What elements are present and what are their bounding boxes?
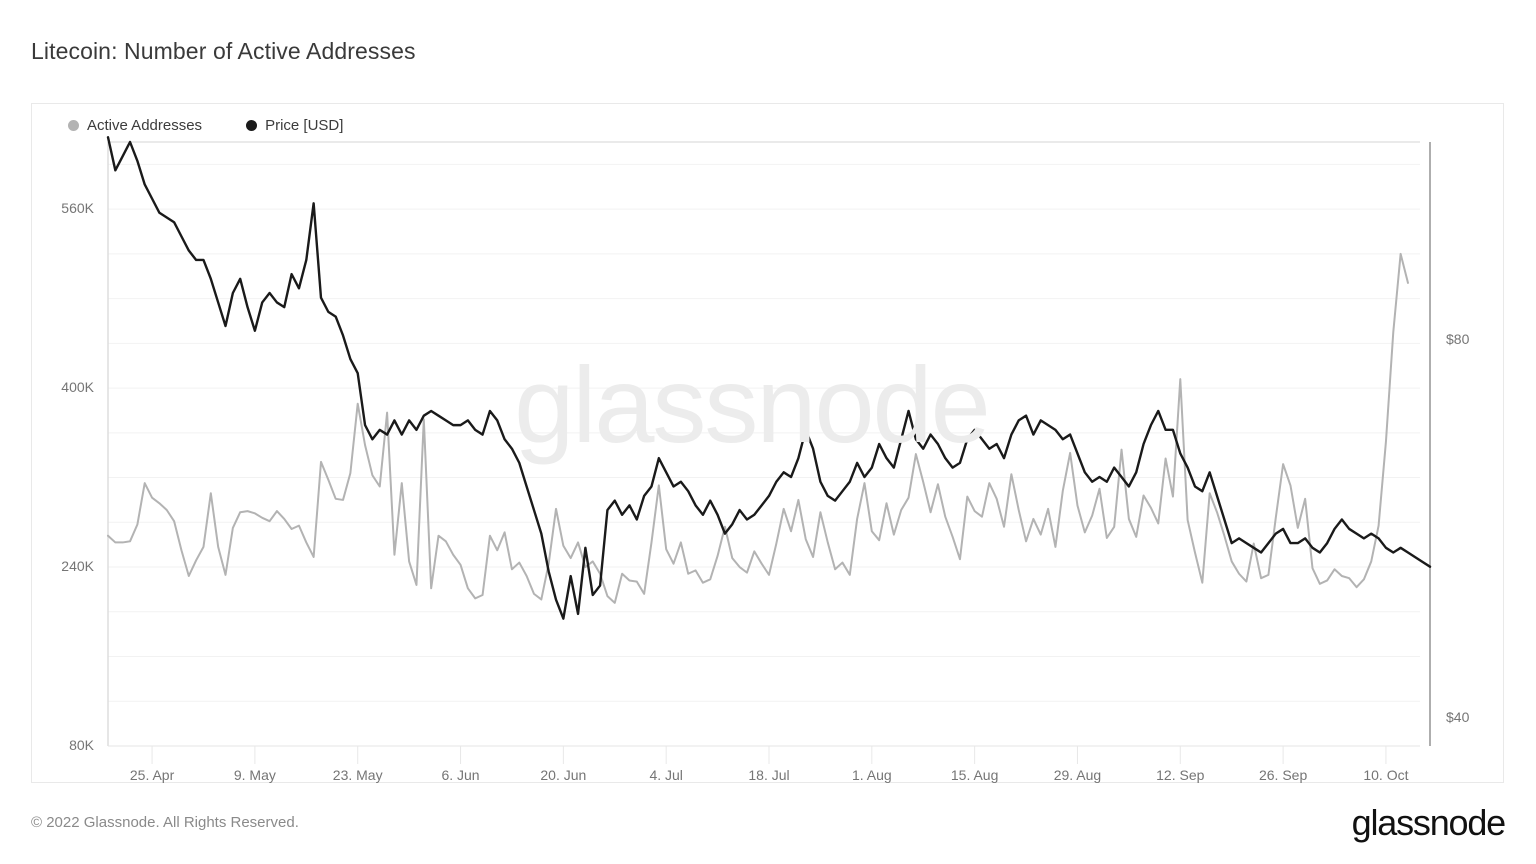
y-axis-tick-left: 560K: [61, 200, 94, 217]
plot-area[interactable]: glassnode 80K 240K 400K 560K $40 $80 25. Apr 9.…: [32, 104, 1505, 784]
x-axis-tick: 26. Sep: [1258, 767, 1308, 783]
x-axis-tick: 18. Jul: [748, 767, 790, 783]
legend-item-price[interactable]: Price [USD]: [246, 117, 343, 134]
x-axis-tick: 1. Aug: [851, 767, 892, 783]
y-axis-tick-left: 80K: [69, 737, 94, 753]
chart-svg: [106, 136, 1432, 764]
legend-label-price: Price [USD]: [265, 117, 344, 134]
glassnode-logo: glassnode: [1351, 802, 1507, 843]
chart-card: Active Addresses Price [USD] glassnode 8…: [31, 103, 1504, 783]
x-axis-tick: 20. Jun: [540, 767, 587, 783]
circle-marker-icon: [68, 120, 79, 131]
y-axis-tick-left: 240K: [61, 558, 94, 575]
x-axis-tick: 12. Sep: [1156, 767, 1205, 783]
footer-copyright: © 2022 Glassnode. All Rights Reserved.: [31, 814, 299, 831]
x-axis-tick: 23. May: [332, 767, 383, 783]
x-axis-tick: 10. Oct: [1363, 767, 1409, 783]
chart-legend: Active Addresses Price [USD]: [68, 117, 343, 134]
circle-marker-icon: [246, 120, 258, 131]
page-title: Litecoin: Number of Active Addresses: [31, 38, 416, 64]
x-axis-tick: 4. Jul: [649, 767, 683, 783]
x-axis-tick: 29. Aug: [1053, 767, 1102, 783]
x-axis-tick: 25. Apr: [129, 767, 175, 783]
y-axis-tick-left: 400K: [61, 379, 94, 396]
x-axis-tick: 15. Aug: [950, 767, 999, 783]
legend-label-active-addresses: Active Addresses: [87, 117, 203, 134]
x-axis-tick: 6. Jun: [441, 767, 480, 783]
x-axis-tick: 9. May: [233, 767, 276, 783]
y-axis-tick-right: $40: [1446, 708, 1470, 725]
y-axis-tick-right: $80: [1446, 331, 1470, 348]
legend-item-active-addresses[interactable]: Active Addresses: [68, 117, 202, 134]
